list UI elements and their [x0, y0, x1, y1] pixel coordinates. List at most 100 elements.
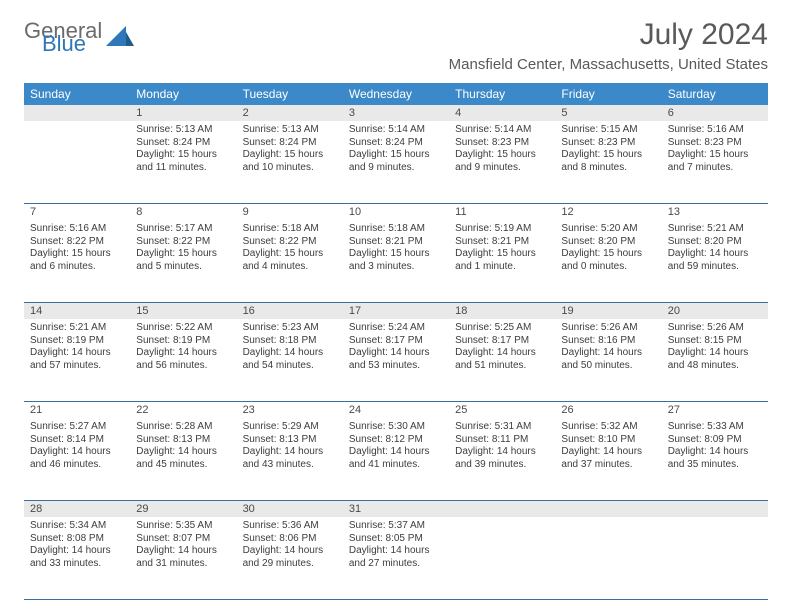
day-info-line: Daylight: 15 hours	[136, 248, 230, 261]
day-info-line: Daylight: 14 hours	[30, 347, 124, 360]
day-number: 5	[555, 107, 661, 119]
day-info-line: Sunrise: 5:14 AM	[455, 124, 549, 137]
weekday-header: Tuesday	[237, 87, 343, 101]
day-info-line: Sunrise: 5:24 AM	[349, 322, 443, 335]
week-row: Sunrise: 5:27 AMSunset: 8:14 PM Daylight:…	[24, 418, 768, 501]
daynum-row: 78910111213	[24, 204, 768, 220]
day-number: 31	[343, 503, 449, 515]
day-info-line: Daylight: 15 hours	[349, 149, 443, 162]
day-info-line: and 43 minutes.	[243, 459, 337, 472]
day-info-line: Daylight: 15 hours	[136, 149, 230, 162]
day-info-line: Sunset: 8:05 PM	[349, 533, 443, 546]
day-info-line: Daylight: 14 hours	[136, 446, 230, 459]
week-row: Sunrise: 5:13 AMSunset: 8:24 PMDaylight:…	[24, 121, 768, 204]
day-info-line: Sunset: 8:24 PM	[136, 137, 230, 150]
day-info-line: Sunset: 8:07 PM	[136, 533, 230, 546]
day-info-line: Sunrise: 5:14 AM	[349, 124, 443, 137]
day-info-line: Sunrise: 5:30 AM	[349, 421, 443, 434]
location-subtitle: Mansfield Center, Massachusetts, United …	[449, 56, 768, 73]
day-info-line: and 59 minutes.	[668, 261, 762, 274]
logo-triangle-icon	[106, 26, 134, 48]
day-info-line: Daylight: 15 hours	[455, 149, 549, 162]
day-info-line: Sunset: 8:09 PM	[668, 434, 762, 447]
day-cell: Sunrise: 5:23 AMSunset: 8:18 PMDaylight:…	[237, 319, 343, 401]
day-number: 1	[130, 107, 236, 119]
day-info-line: Sunset: 8:23 PM	[668, 137, 762, 150]
day-info-line: and 9 minutes.	[349, 162, 443, 175]
day-info-line: Daylight: 14 hours	[349, 347, 443, 360]
weekday-header: Saturday	[662, 87, 768, 101]
day-cell: Sunrise: 5:35 AMSunset: 8:07 PMDaylight:…	[130, 517, 236, 599]
day-number: 29	[130, 503, 236, 515]
daynum-row: 28293031	[24, 501, 768, 517]
day-info-line: Sunrise: 5:13 AM	[136, 124, 230, 137]
day-info-line: and 10 minutes.	[243, 162, 337, 175]
day-number: 12	[555, 206, 661, 218]
daynum-row: 123456	[24, 105, 768, 121]
day-number: 28	[24, 503, 130, 515]
header-block: General Blue July 2024 Mansfield Center,…	[24, 18, 768, 73]
day-info-line: and 9 minutes.	[455, 162, 549, 175]
day-cell: Sunrise: 5:14 AMSunset: 8:24 PMDaylight:…	[343, 121, 449, 203]
day-info-line: Sunrise: 5:34 AM	[30, 520, 124, 533]
day-info-line: and 11 minutes.	[136, 162, 230, 175]
day-info-line: Daylight: 15 hours	[561, 248, 655, 261]
day-info-line: and 3 minutes.	[349, 261, 443, 274]
day-number: 23	[237, 404, 343, 416]
day-info-line: Sunset: 8:13 PM	[243, 434, 337, 447]
day-info-line: and 29 minutes.	[243, 558, 337, 571]
day-cell: Sunrise: 5:21 AMSunset: 8:20 PMDaylight:…	[662, 220, 768, 302]
calendar-page: General Blue July 2024 Mansfield Center,…	[0, 0, 792, 600]
day-number: 13	[662, 206, 768, 218]
weekday-header: Sunday	[24, 87, 130, 101]
day-cell: Sunrise: 5:19 AMSunset: 8:21 PMDaylight:…	[449, 220, 555, 302]
day-info-line: Sunset: 8:24 PM	[243, 137, 337, 150]
day-info-line: Sunset: 8:22 PM	[30, 236, 124, 249]
month-title: July 2024	[449, 18, 768, 52]
day-info-line: and 1 minute.	[455, 261, 549, 274]
day-info-line: Sunset: 8:10 PM	[561, 434, 655, 447]
empty-cell	[24, 121, 130, 203]
day-info-line: Sunrise: 5:26 AM	[561, 322, 655, 335]
day-number: 26	[555, 404, 661, 416]
day-cell: Sunrise: 5:32 AMSunset: 8:10 PMDaylight:…	[555, 418, 661, 500]
day-cell: Sunrise: 5:31 AMSunset: 8:11 PMDaylight:…	[449, 418, 555, 500]
day-cell: Sunrise: 5:13 AMSunset: 8:24 PMDaylight:…	[237, 121, 343, 203]
day-info-line: Sunset: 8:14 PM	[30, 434, 124, 447]
day-info-line: Sunset: 8:19 PM	[136, 335, 230, 348]
day-info-line: and 37 minutes.	[561, 459, 655, 472]
day-info-line: and 5 minutes.	[136, 261, 230, 274]
day-info-line: and 0 minutes.	[561, 261, 655, 274]
day-info-line: and 39 minutes.	[455, 459, 549, 472]
day-number: 19	[555, 305, 661, 317]
logo: General Blue	[24, 22, 134, 53]
empty-cell	[662, 517, 768, 599]
day-info-line: Sunset: 8:24 PM	[349, 137, 443, 150]
title-block: July 2024 Mansfield Center, Massachusett…	[449, 18, 768, 73]
day-number: 9	[237, 206, 343, 218]
day-info-line: Sunrise: 5:27 AM	[30, 421, 124, 434]
day-info-line: Sunrise: 5:35 AM	[136, 520, 230, 533]
day-cell: Sunrise: 5:24 AMSunset: 8:17 PMDaylight:…	[343, 319, 449, 401]
weeks-container: 123456Sunrise: 5:13 AMSunset: 8:24 PMDay…	[24, 105, 768, 600]
day-info-line: Sunrise: 5:16 AM	[668, 124, 762, 137]
weekday-header: Friday	[555, 87, 661, 101]
weekday-header: Thursday	[449, 87, 555, 101]
day-info-line: Sunrise: 5:29 AM	[243, 421, 337, 434]
day-info-line: and 56 minutes.	[136, 360, 230, 373]
day-info-line: and 53 minutes.	[349, 360, 443, 373]
day-info-line: and 57 minutes.	[30, 360, 124, 373]
day-info-line: Daylight: 14 hours	[136, 545, 230, 558]
day-info-line: Sunrise: 5:28 AM	[136, 421, 230, 434]
day-cell: Sunrise: 5:16 AMSunset: 8:22 PMDaylight:…	[24, 220, 130, 302]
day-info-line: and 48 minutes.	[668, 360, 762, 373]
day-info-line: Sunrise: 5:33 AM	[668, 421, 762, 434]
day-info-line: Sunrise: 5:26 AM	[668, 322, 762, 335]
day-number: 22	[130, 404, 236, 416]
day-info-line: Sunset: 8:18 PM	[243, 335, 337, 348]
day-info-line: and 4 minutes.	[243, 261, 337, 274]
day-info-line: and 41 minutes.	[349, 459, 443, 472]
day-info-line: Daylight: 14 hours	[561, 446, 655, 459]
day-info-line: Sunset: 8:23 PM	[455, 137, 549, 150]
day-number: 25	[449, 404, 555, 416]
